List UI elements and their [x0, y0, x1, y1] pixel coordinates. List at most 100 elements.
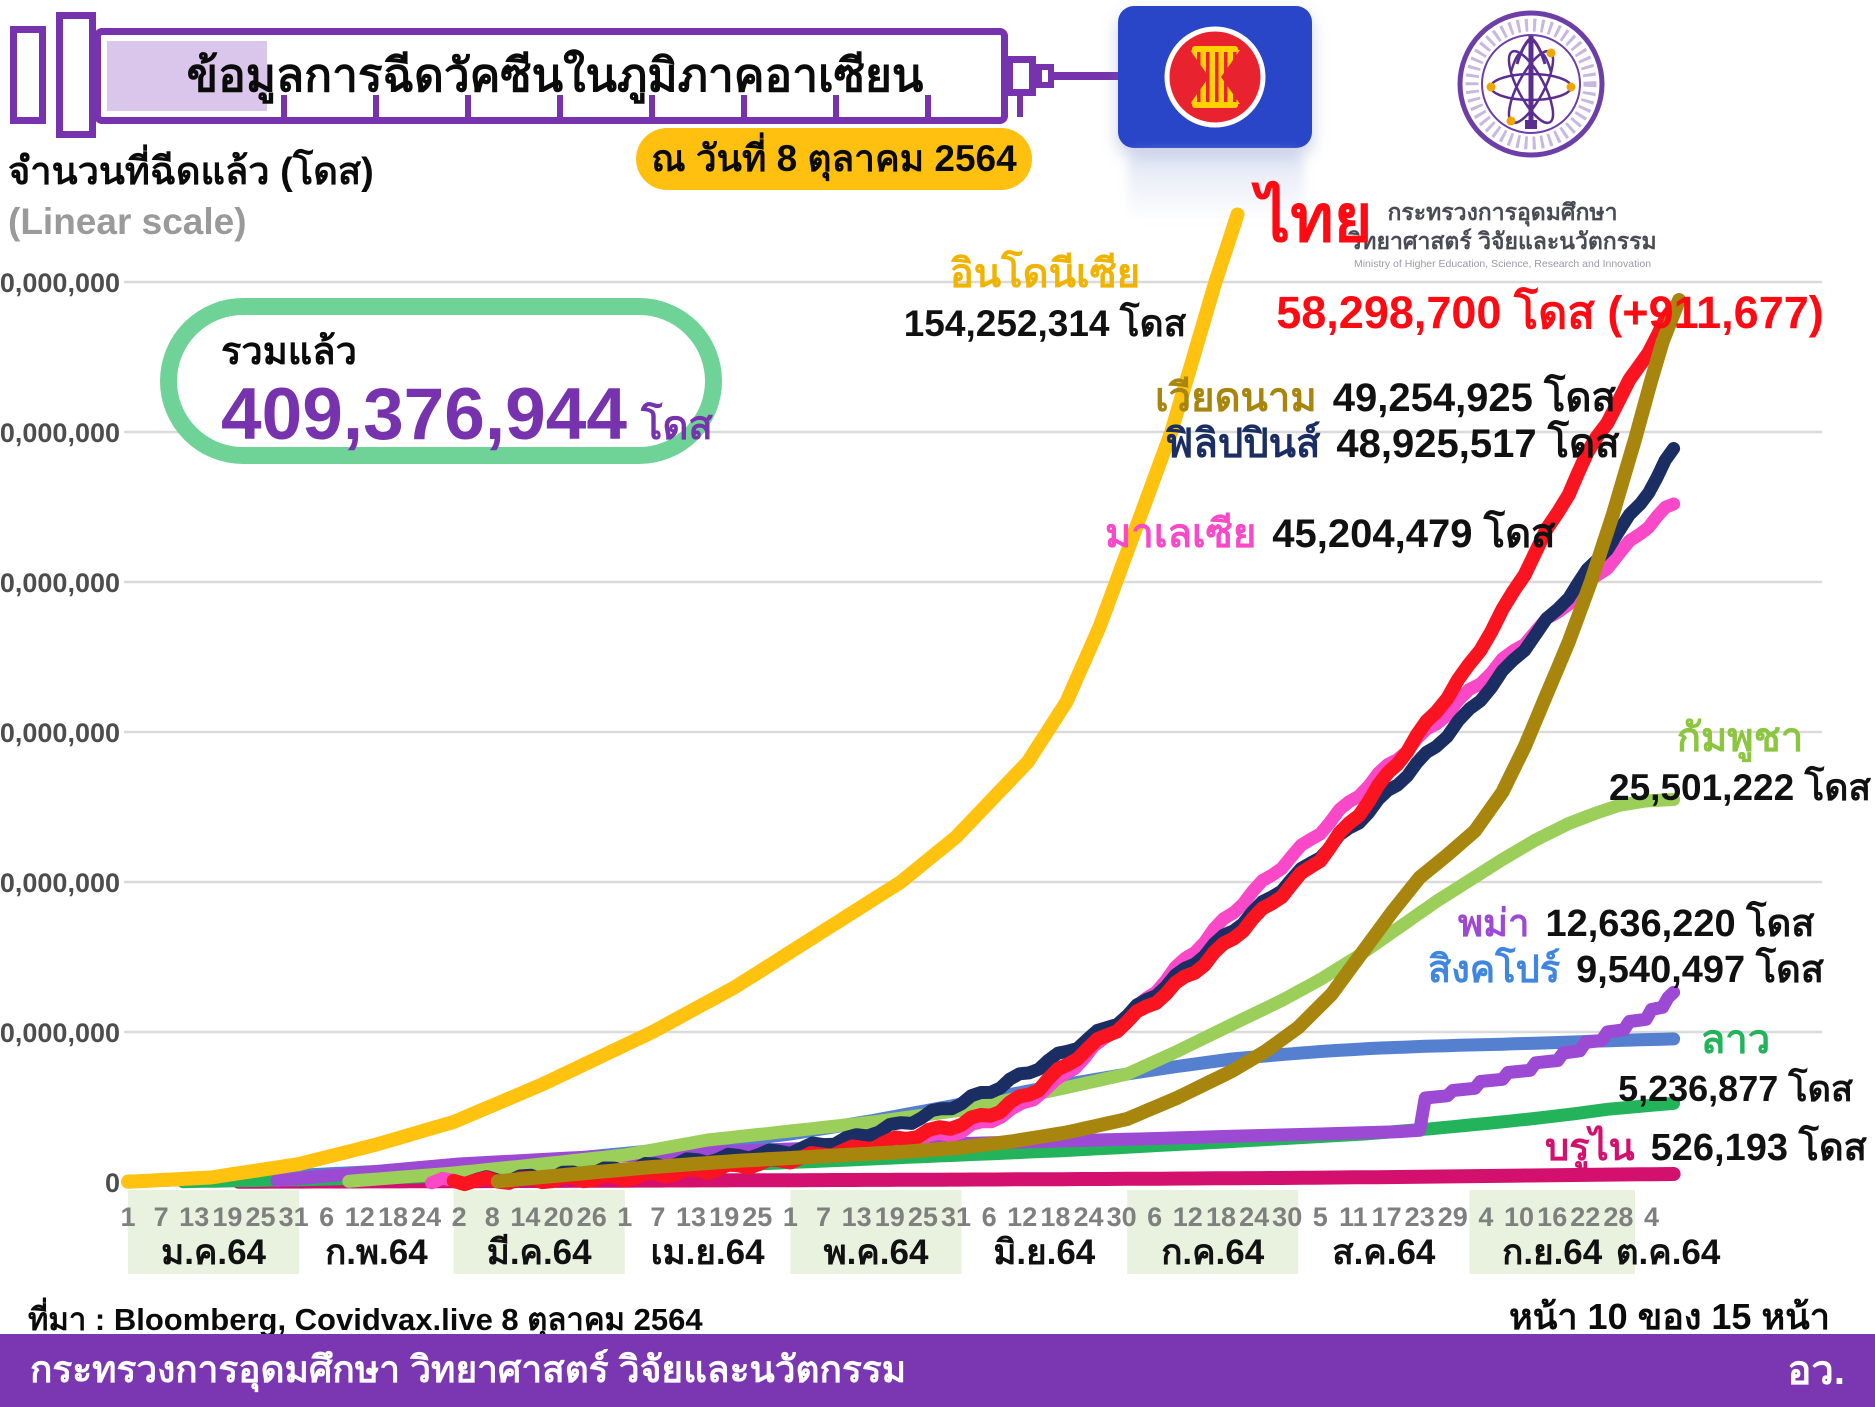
svg-text:30: 30: [1272, 1202, 1302, 1232]
country-name-malaysia: มาเลเซีย: [1105, 512, 1257, 556]
svg-text:18: 18: [1040, 1202, 1070, 1232]
svg-text:พ.ค.64: พ.ค.64: [824, 1233, 929, 1272]
country-name-vietnam: เวียดนาม: [1155, 376, 1317, 420]
footer-bar: กระทรวงการอุดมศึกษา วิทยาศาสตร์ วิจัยและ…: [0, 1334, 1875, 1407]
country-value-singapore: 9,540,497 โดส: [1576, 949, 1824, 991]
svg-text:10: 10: [1504, 1202, 1534, 1232]
svg-text:28: 28: [1603, 1202, 1633, 1232]
series-label-cambodia: กัมพูชา 25,501,222 โดส: [1600, 712, 1875, 812]
svg-text:23: 23: [1405, 1202, 1435, 1232]
country-value-indonesia: 154,252,314 โดส: [903, 303, 1187, 344]
syringe-scale-ticks-icon: [281, 95, 1026, 117]
svg-text:มี.ค.64: มี.ค.64: [487, 1233, 592, 1272]
svg-text:12: 12: [1173, 1202, 1203, 1232]
asean-flag-icon: [1118, 6, 1312, 148]
svg-text:30,000,000: 30,000,000: [0, 718, 120, 748]
series-label-vietnam: เวียดนาม 49,254,925 โดส: [1155, 372, 1616, 424]
svg-text:25: 25: [908, 1202, 938, 1232]
svg-text:2: 2: [452, 1202, 467, 1232]
series-label-philippines: ฟิลิปปินส์ 48,925,517 โดส: [1165, 418, 1620, 470]
syringe-handle-icon: [10, 26, 46, 124]
svg-text:60,000,000: 60,000,000: [0, 268, 120, 298]
svg-text:24: 24: [1073, 1202, 1103, 1232]
svg-text:25: 25: [742, 1202, 772, 1232]
svg-text:16: 16: [1537, 1202, 1567, 1232]
svg-text:7: 7: [154, 1202, 169, 1232]
svg-text:8: 8: [485, 1202, 500, 1232]
page-title: ข้อมูลการฉีดวัคซีนในภูมิภาคอาเซียน: [186, 49, 924, 102]
svg-text:0: 0: [105, 1168, 120, 1198]
svg-text:ก.ย.64: ก.ย.64: [1502, 1233, 1603, 1272]
date-badge: ณ วันที่ 8 ตุลาคม 2564: [636, 128, 1032, 190]
svg-text:50,000,000: 50,000,000: [0, 418, 120, 448]
y-axis-title: จำนวนที่ฉีดแล้ว (โดส): [8, 151, 374, 193]
syringe-flange-icon: [56, 12, 96, 138]
country-value-malaysia: 45,204,479 โดส: [1272, 512, 1556, 556]
svg-text:26: 26: [577, 1202, 607, 1232]
svg-text:ต.ค.64: ต.ค.64: [1616, 1233, 1721, 1272]
svg-text:22: 22: [1570, 1202, 1600, 1232]
svg-text:13: 13: [179, 1202, 209, 1232]
svg-text:1: 1: [783, 1202, 798, 1232]
svg-text:6: 6: [982, 1202, 997, 1232]
series-label-brunei: บรูไน 526,193 โดส: [1545, 1124, 1867, 1173]
svg-text:18: 18: [378, 1202, 408, 1232]
svg-text:13: 13: [842, 1202, 872, 1232]
svg-text:4: 4: [1478, 1202, 1493, 1232]
footer-ministry-abbr: อว.: [1787, 1348, 1845, 1393]
ministry-name-line1: กระทรวงการอุดมศึกษา: [1387, 199, 1618, 225]
total-value: 409,376,944: [221, 373, 627, 455]
country-value-thailand: 58,298,700 โดส (+911,677): [1276, 287, 1824, 338]
total-value-row: 409,376,944 โดส: [221, 373, 713, 457]
syringe-fluid-icon: [107, 41, 267, 111]
svg-text:ส.ค.64: ส.ค.64: [1332, 1233, 1436, 1272]
svg-text:ม.ค.64: ม.ค.64: [161, 1233, 266, 1272]
country-name-cambodia: กัมพูชา: [1676, 716, 1804, 760]
country-name-indonesia: อินโดนีเซีย: [949, 252, 1141, 296]
series-label-myanmar: พม่า 12,636,220 โดส: [1458, 900, 1814, 949]
footer-ministry-name: กระทรวงการอุดมศึกษา วิทยาศาสตร์ วิจัยและ…: [30, 1349, 907, 1391]
svg-text:40,000,000: 40,000,000: [0, 568, 120, 598]
svg-text:4: 4: [1644, 1202, 1659, 1232]
svg-text:24: 24: [411, 1202, 441, 1232]
svg-text:ก.ค.64: ก.ค.64: [1161, 1233, 1265, 1272]
svg-text:25: 25: [245, 1202, 275, 1232]
total-label: รวมแล้ว: [221, 331, 357, 373]
syringe-nozzle-icon: [1006, 56, 1036, 96]
svg-text:7: 7: [650, 1202, 665, 1232]
svg-text:13: 13: [676, 1202, 706, 1232]
svg-text:1: 1: [617, 1202, 632, 1232]
svg-text:12: 12: [345, 1202, 375, 1232]
svg-text:17: 17: [1372, 1202, 1402, 1232]
country-value-laos: 5,236,877 โดส: [1618, 1068, 1853, 1109]
svg-text:12: 12: [1007, 1202, 1037, 1232]
ministry-name-block: กระทรวงการอุดมศึกษา วิทยาศาสตร์ วิจัยและ…: [1325, 198, 1680, 271]
country-name-singapore: สิงคโปร์: [1428, 949, 1561, 991]
svg-text:เม.ย.64: เม.ย.64: [651, 1233, 765, 1272]
ministry-name-english: Ministry of Higher Education, Science, R…: [1353, 257, 1652, 270]
total-doses-card: รวมแล้ว 409,376,944 โดส: [160, 298, 722, 464]
svg-text:24: 24: [1239, 1202, 1269, 1232]
svg-text:19: 19: [709, 1202, 739, 1232]
svg-text:6: 6: [1147, 1202, 1162, 1232]
svg-text:11: 11: [1339, 1202, 1368, 1232]
svg-text:20,000,000: 20,000,000: [0, 868, 120, 898]
country-value-cambodia: 25,501,222 โดส: [1609, 767, 1871, 808]
series-label-singapore: สิงคโปร์ 9,540,497 โดส: [1428, 946, 1824, 995]
series-label-laos: ลาว 5,236,877 โดส: [1618, 1014, 1853, 1113]
country-value-brunei: 526,193 โดส: [1650, 1127, 1867, 1169]
svg-text:20: 20: [544, 1202, 574, 1232]
svg-text:1: 1: [120, 1202, 135, 1232]
svg-text:19: 19: [875, 1202, 905, 1232]
series-label-indonesia: อินโดนีเซีย 154,252,314 โดส: [890, 248, 1200, 348]
syringe-nozzle-tip-icon: [1036, 64, 1054, 88]
source-note: ที่มา : Bloomberg, Covidvax.live 8 ตุลาค…: [28, 1302, 703, 1337]
total-unit: โดส: [640, 403, 713, 448]
svg-text:29: 29: [1438, 1202, 1468, 1232]
svg-text:14: 14: [510, 1202, 540, 1232]
ministry-name-line2: วิทยาศาสตร์ วิจัยและนวัตกรรม: [1348, 227, 1657, 254]
svg-text:6: 6: [319, 1202, 334, 1232]
country-name-philippines: ฟิลิปปินส์: [1165, 422, 1321, 466]
